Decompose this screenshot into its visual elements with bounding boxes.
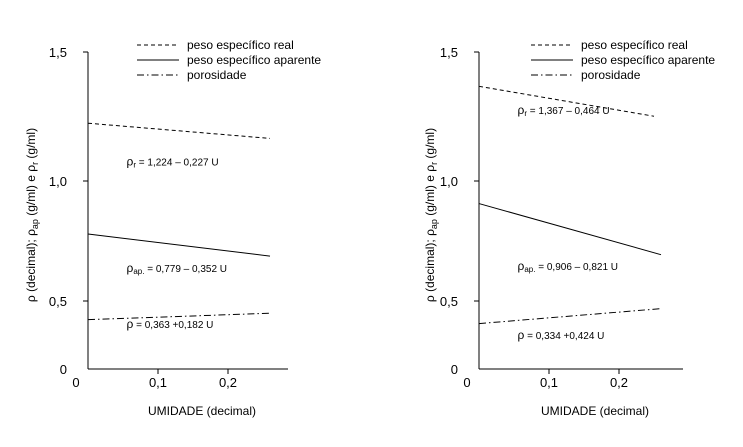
y-axis-label-sub: ap bbox=[429, 219, 439, 229]
legend-label: porosidade bbox=[187, 68, 247, 82]
y-tick-label: 0 bbox=[451, 362, 458, 377]
y-axis-label-sub: r bbox=[30, 162, 40, 165]
y-tick-label: 1,0 bbox=[440, 174, 458, 189]
legend-label: peso específico real bbox=[187, 38, 294, 52]
legend-label: peso específico aparente bbox=[581, 53, 715, 67]
y-axis-label-part: (g/ml) bbox=[24, 128, 38, 162]
x-tick-label: 0,1 bbox=[149, 375, 167, 390]
equation-label: ρr = 1,224 – 0,227 U bbox=[127, 155, 219, 170]
equation-label: ρr = 1,367 – 0,464 U bbox=[518, 103, 610, 118]
equation-text: = 1,367 – 0,464 U bbox=[527, 106, 610, 117]
chart-panel-2: 0 0,5 1,0 1,5 0 0,1 0,2 UMIDADE (decimal) ρ (dec… bbox=[423, 38, 715, 418]
y-axis-label: ρ (decimal); ρap (g/ml) e ρr (g/ml) bbox=[423, 128, 439, 302]
equation-text: = 0,334 +0,424 U bbox=[524, 331, 604, 342]
x-axis-label: UMIDADE (decimal) bbox=[541, 404, 649, 418]
series-line bbox=[478, 203, 662, 256]
series-line bbox=[478, 308, 662, 325]
legend-label: peso específico aparente bbox=[187, 53, 321, 67]
equation-symbol: ρ bbox=[518, 103, 525, 117]
x-tick-label: 0,1 bbox=[540, 375, 558, 390]
equation-label: ρap. = 0,906 – 0,821 U bbox=[518, 259, 619, 274]
y-tick-label: 0,5 bbox=[440, 294, 458, 309]
equation-label: ρap. = 0,779 – 0,352 U bbox=[127, 261, 228, 276]
series-line bbox=[478, 85, 655, 117]
series-line bbox=[87, 233, 271, 257]
equation-subscript: r bbox=[524, 109, 527, 118]
y-tick-label: 1,5 bbox=[440, 45, 458, 60]
y-tick-label: 0 bbox=[60, 362, 67, 377]
y-tick-label: 1,0 bbox=[49, 174, 67, 189]
y-axis-label-part: (g/ml) e ρ bbox=[24, 165, 38, 219]
equation-text: = 0,363 +0,182 U bbox=[133, 320, 213, 331]
y-axis-label-sub: ap bbox=[30, 219, 40, 229]
equation-text: = 0,779 – 0,352 U bbox=[144, 264, 227, 275]
series-line bbox=[87, 312, 271, 321]
equation-subscript: ap. bbox=[133, 267, 144, 276]
equation-label: ρ = 0,334 +0,424 U bbox=[518, 328, 605, 342]
x-tick-label: 0,2 bbox=[610, 375, 628, 390]
equation-text: = 0,906 – 0,821 U bbox=[535, 262, 618, 273]
equation-subscript: r bbox=[133, 161, 136, 170]
equation-symbol: ρ bbox=[127, 261, 134, 275]
chart-panel-1: 0 0,5 1,0 1,5 0 0,1 0,2 UMIDADE (decimal) ρ (dec… bbox=[24, 38, 321, 418]
legend-label: porosidade bbox=[581, 68, 641, 82]
y-axis-label-part: (g/ml) bbox=[423, 128, 437, 162]
y-axis-label-part: (g/ml) e ρ bbox=[423, 165, 437, 219]
x-tick-label: 0,2 bbox=[219, 375, 237, 390]
equation-text: = 1,224 – 0,227 U bbox=[136, 158, 219, 169]
equation-subscript: ap. bbox=[524, 265, 535, 274]
y-tick-label: 0,5 bbox=[49, 294, 67, 309]
y-tick-label: 1,5 bbox=[49, 45, 67, 60]
x-tick-label: 0 bbox=[463, 375, 470, 390]
y-axis-label: ρ (decimal); ρap (g/ml) e ρr (g/ml) bbox=[24, 128, 40, 302]
equation-symbol: ρ bbox=[127, 317, 134, 331]
equation-symbol: ρ bbox=[518, 328, 525, 342]
x-axis-label: UMIDADE (decimal) bbox=[148, 404, 256, 418]
y-axis-label-sub: r bbox=[429, 162, 439, 165]
equation-symbol: ρ bbox=[518, 259, 525, 273]
series-line bbox=[87, 122, 271, 139]
legend-label: peso específico real bbox=[581, 38, 688, 52]
y-axis-label-part: ρ (decimal); ρ bbox=[423, 229, 437, 302]
equation-symbol: ρ bbox=[127, 155, 134, 169]
x-tick-label: 0 bbox=[72, 375, 79, 390]
y-axis-label-part: ρ (decimal); ρ bbox=[24, 229, 38, 302]
equation-label: ρ = 0,363 +0,182 U bbox=[127, 317, 214, 331]
